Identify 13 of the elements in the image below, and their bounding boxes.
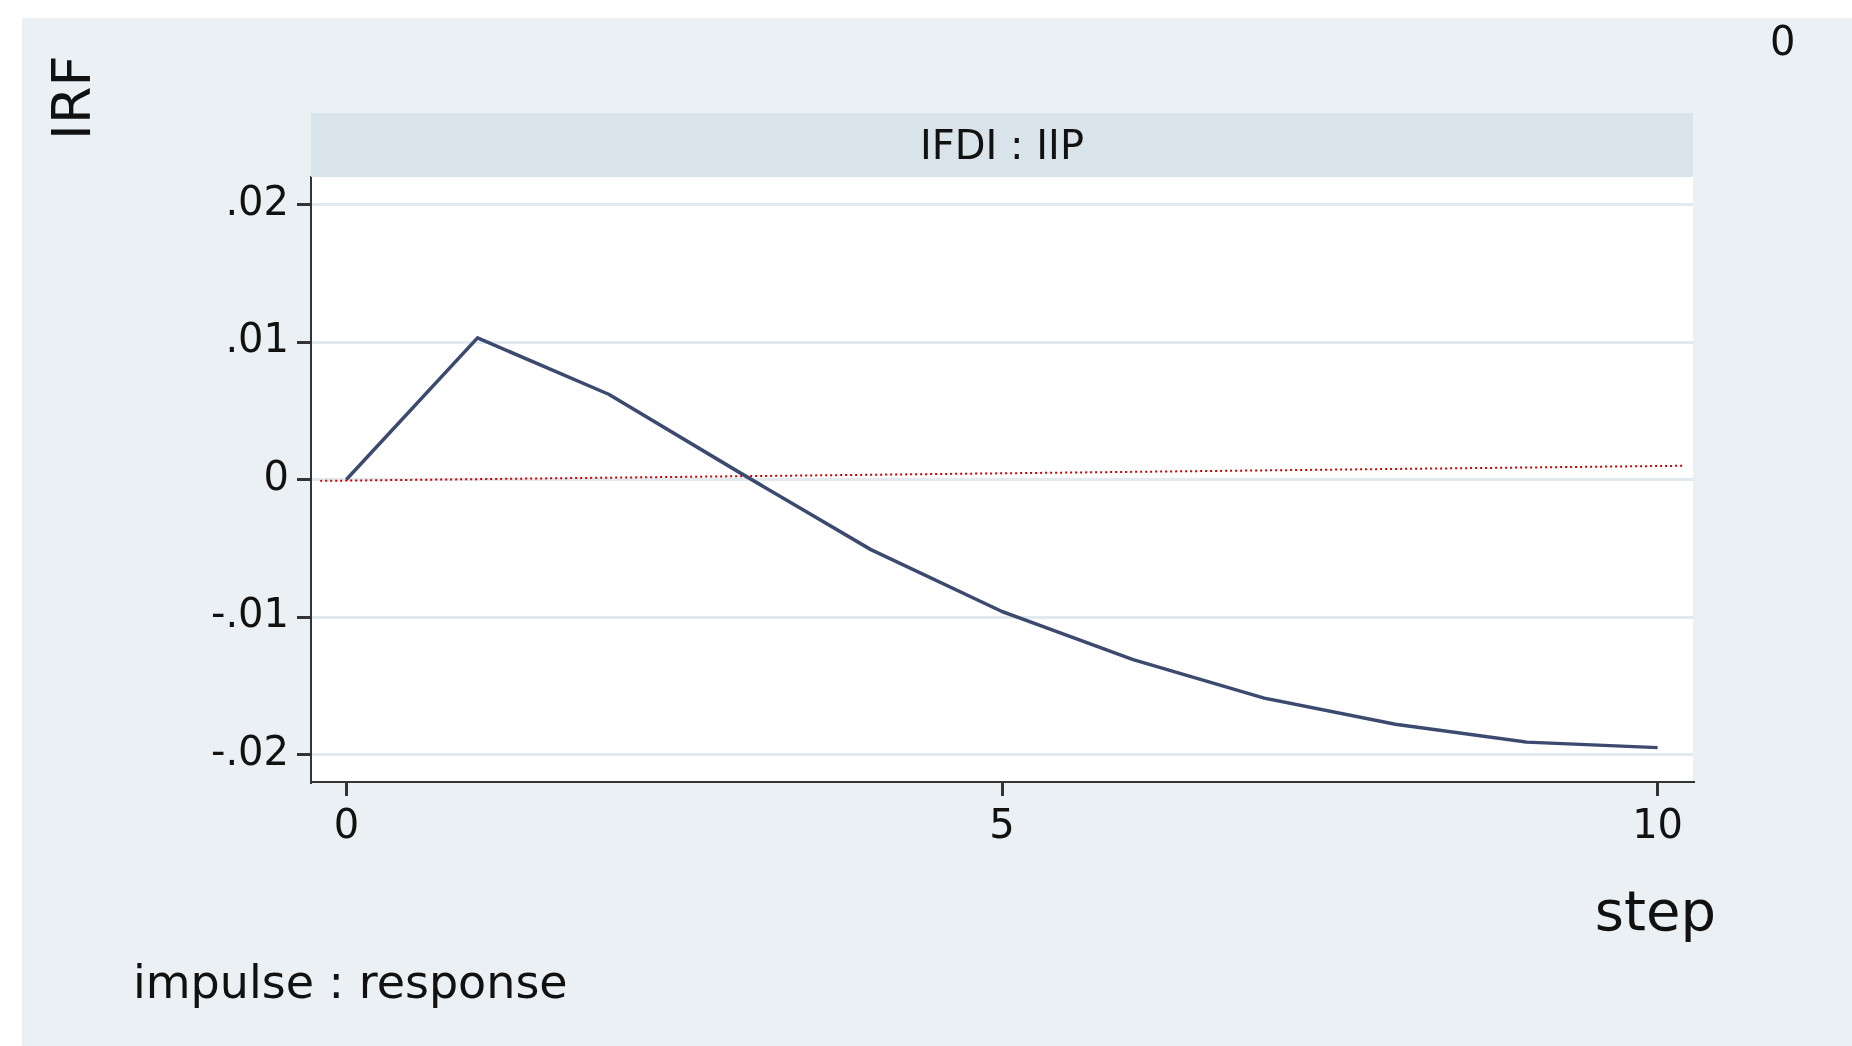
y-tick-label: .01	[225, 315, 289, 362]
y-tick-label: .02	[225, 177, 289, 224]
x-tick-label: 5	[989, 801, 1015, 848]
x-axis-title: step	[1594, 878, 1716, 943]
chart-title: IFDI : IIP	[311, 113, 1693, 177]
x-tick-label: 10	[1632, 801, 1684, 848]
text: impulse : response	[133, 955, 568, 1009]
y-tick-label: 0	[263, 452, 289, 499]
y-tick-label: -.02	[210, 727, 289, 774]
x-tick-label: 0	[333, 801, 360, 848]
y-tick-label: -.01	[210, 590, 289, 637]
text: 0	[1770, 18, 1796, 64]
y-axis-title: IRF	[40, 55, 103, 140]
